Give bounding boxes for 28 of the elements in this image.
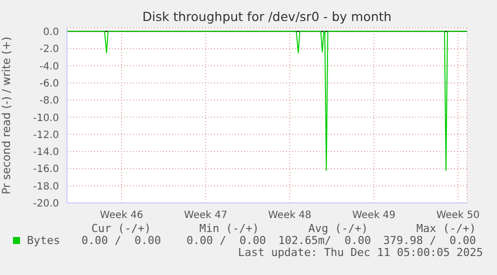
text: 379.98 / 0.00 (383, 234, 476, 247)
y-tick-label: -10.0 (33, 112, 59, 124)
x-tick-label: Week 48 (268, 210, 312, 222)
y-tick-label: -16.0 (33, 164, 59, 176)
text: Avg (-/+) (308, 222, 368, 235)
legend-label: Bytes (27, 234, 60, 247)
x-tick-label: Week 50 (436, 210, 480, 222)
chart-title: Disk throughput for /dev/sr0 - by month (141, 9, 393, 24)
y-axis-title: Pr second read (-) / write (+) (0, 36, 13, 194)
y-tick-label: -14.0 (33, 147, 59, 158)
y-tick-label: 0.0 (43, 26, 59, 38)
x-tick-label: Week 49 (352, 210, 396, 222)
y-tick-label: -18.0 (33, 181, 59, 192)
text: 102.65m/ 0.00 (278, 234, 371, 247)
text: Min (-/+) (199, 222, 259, 235)
x-tick-label: Week 47 (184, 210, 228, 222)
y-tick-label: -2.0 (39, 44, 59, 56)
y-tick-label: -8.0 (39, 96, 59, 107)
y-tick-label: -6.0 (39, 78, 59, 90)
x-tick-label: Week 46 (100, 210, 144, 222)
text: Last update: Thu Dec 11 05:00:05 2025 (238, 246, 483, 259)
text: 0.00 / 0.00 (186, 234, 266, 247)
y-tick-label: -4.0 (39, 61, 59, 72)
text: Max (-/+) (416, 222, 476, 235)
text: Cur (-/+) (91, 222, 151, 235)
text: 0.00 / 0.00 (82, 234, 161, 247)
y-tick-label: -12.0 (33, 130, 59, 141)
y-tick-label: -20.0 (33, 198, 59, 210)
